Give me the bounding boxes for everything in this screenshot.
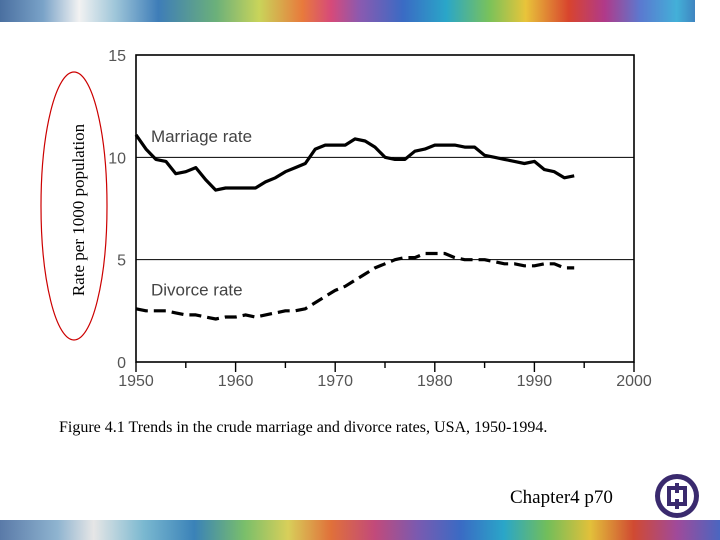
divorce-rate-line	[135, 251, 575, 321]
y-tick-label: 15	[108, 48, 126, 65]
publisher-logo-icon	[655, 474, 699, 518]
y-tick-label: 10	[108, 150, 126, 167]
decorative-bottom-band	[0, 520, 720, 540]
x-tick-label: 1960	[218, 373, 254, 390]
x-tick-label: 2000	[616, 373, 652, 390]
highlight-ellipse	[40, 71, 108, 341]
figure-caption: Figure 4.1 Trends in the crude marriage …	[59, 419, 548, 436]
slide-footer: Chapter4 p70	[510, 487, 613, 508]
y-tick-label: 0	[117, 355, 126, 372]
decorative-top-band	[0, 0, 720, 22]
marriage-rate-line	[134, 133, 575, 192]
top-band-gap	[695, 0, 720, 22]
x-tick-label: 1990	[517, 373, 553, 390]
divorce-rate-label: Divorce rate	[151, 280, 243, 299]
y-axis-label: Rate per 1000 population	[69, 123, 88, 296]
y-tick-label: 5	[117, 253, 126, 270]
marriage-rate-label: Marriage rate	[151, 127, 252, 146]
x-tick-label: 1950	[118, 373, 154, 390]
plot-frame	[135, 54, 635, 363]
x-tick-label: 1980	[417, 373, 453, 390]
x-tick-label: 1970	[317, 373, 353, 390]
plot-area: 0 5 10 15 1950 1960 1970 1980 1990 2000 Marriage r…	[108, 48, 652, 390]
